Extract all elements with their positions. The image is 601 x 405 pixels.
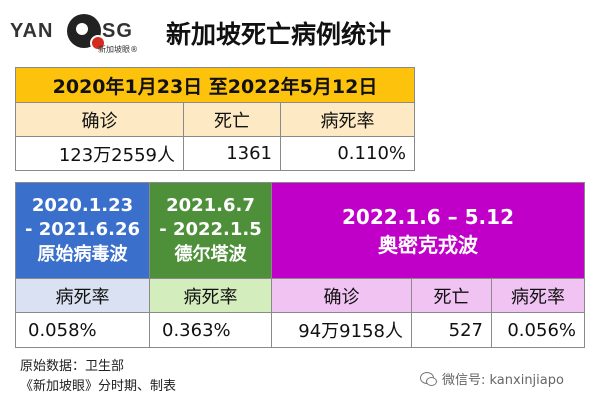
original-wave-header: 2020.1.23 - 2021.6.26 原始病毒波 bbox=[16, 183, 150, 279]
wechat-id-text: 微信号: kanxinjiapo bbox=[442, 373, 564, 388]
omicron-wave-dates: 2022.1.6 – 5.12 bbox=[342, 204, 514, 229]
delta-wave-rate-value: 0.363% bbox=[150, 313, 272, 348]
logo-text-right: SG bbox=[102, 20, 133, 42]
wechat-id: 微信号: kanxinjiapo bbox=[420, 369, 564, 388]
omicron-header-fatality-rate: 病死率 bbox=[492, 279, 585, 313]
credit-note: 《新加坡眼》分时期、制表 bbox=[20, 379, 177, 394]
omicron-value-fatality-rate: 0.056% bbox=[492, 313, 585, 348]
page-title: 新加坡死亡病例统计 bbox=[166, 20, 392, 49]
source-note: 原始数据：卫生部 bbox=[20, 359, 125, 374]
overall-value-deaths: 1361 bbox=[184, 137, 281, 171]
original-wave-name: 原始病毒波 bbox=[37, 243, 128, 265]
logo-magnifier-icon bbox=[67, 14, 101, 48]
logo-subtitle: 新加坡眼® bbox=[98, 45, 138, 54]
waves-table: 2020.1.23 - 2021.6.26 原始病毒波 2021.6.7 - 2… bbox=[15, 182, 585, 348]
logo-dot-icon bbox=[90, 35, 106, 51]
original-wave-rate-value: 0.058% bbox=[16, 313, 150, 348]
overall-header-confirmed: 确诊 bbox=[16, 103, 184, 137]
overall-header-fatality-rate: 病死率 bbox=[281, 103, 415, 137]
original-wave-rate-label: 病死率 bbox=[16, 279, 150, 313]
overall-table: 2020年1月23日 至2022年5月12日 确诊 死亡 病死率 123万255… bbox=[15, 67, 415, 171]
overall-header-deaths: 死亡 bbox=[184, 103, 281, 137]
delta-wave-header: 2021.6.7 - 2022.1.5 德尔塔波 bbox=[150, 183, 272, 279]
delta-wave-rate-label: 病死率 bbox=[150, 279, 272, 313]
yansg-logo: YAN SG 新加坡眼® bbox=[10, 14, 160, 54]
wechat-icon bbox=[420, 371, 437, 386]
delta-wave-date-end: - 2022.1.5 bbox=[159, 219, 262, 241]
omicron-header-deaths: 死亡 bbox=[412, 279, 492, 313]
overall-value-fatality-rate: 0.110% bbox=[281, 137, 415, 171]
logo-text-left: YAN bbox=[10, 20, 54, 42]
omicron-value-deaths: 527 bbox=[412, 313, 492, 348]
original-wave-date-end: - 2021.6.26 bbox=[24, 219, 141, 241]
omicron-value-confirmed: 94万9158人 bbox=[272, 313, 412, 348]
overall-value-confirmed: 123万2559人 bbox=[16, 137, 184, 171]
omicron-header-confirmed: 确诊 bbox=[272, 279, 412, 313]
date-range-header: 2020年1月23日 至2022年5月12日 bbox=[16, 68, 415, 103]
original-wave-date-start: 2020.1.23 bbox=[31, 195, 134, 217]
omicron-wave-header: 2022.1.6 – 5.12 奥密克戎波 bbox=[272, 183, 585, 279]
omicron-wave-name: 奥密克戎波 bbox=[378, 232, 478, 257]
delta-wave-date-start: 2021.6.7 bbox=[166, 195, 255, 217]
delta-wave-name: 德尔塔波 bbox=[174, 243, 247, 265]
